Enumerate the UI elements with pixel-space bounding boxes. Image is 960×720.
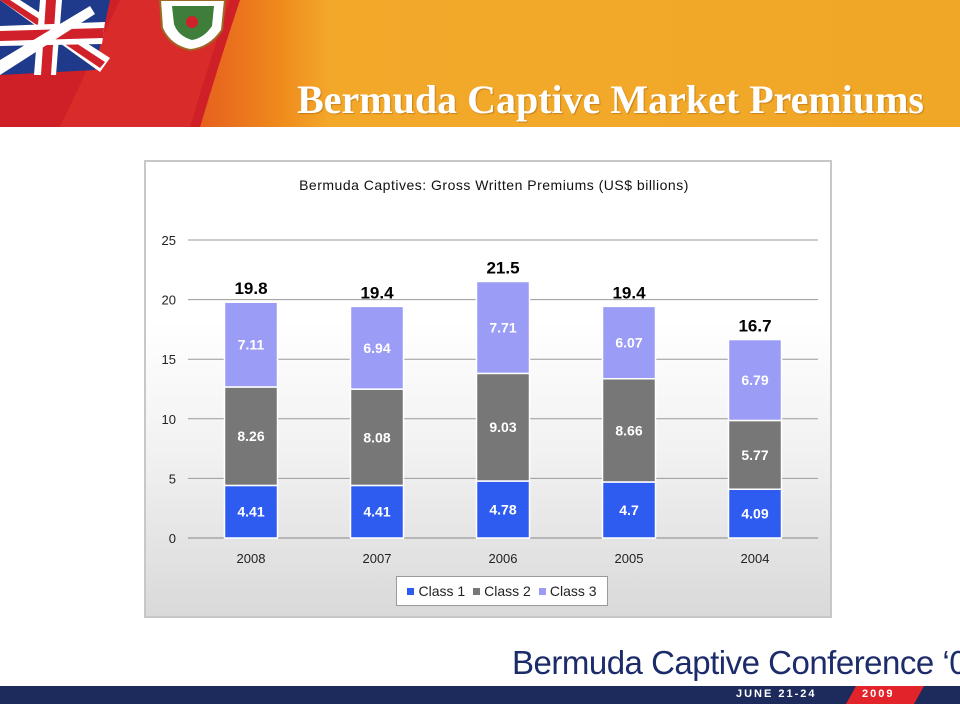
data-label: 6.79 <box>741 372 768 388</box>
data-label: 5.77 <box>741 447 768 463</box>
data-label: 4.78 <box>489 502 516 518</box>
legend-label: Class 3 <box>549 583 597 599</box>
x-tick-label: 2004 <box>741 551 770 566</box>
legend-item-class-3: Class 3 <box>538 583 597 599</box>
bar-segment <box>223 484 279 539</box>
data-label: 4.41 <box>363 504 390 520</box>
bar-segment <box>601 305 657 380</box>
y-axis-ticks: 0 5 10 15 20 25 <box>162 233 176 546</box>
total-label: 19.4 <box>360 283 394 302</box>
bar-segment <box>223 301 279 388</box>
chart-title: Bermuda Captives: Gross Written Premiums… <box>299 177 689 193</box>
footer-bar <box>0 686 960 704</box>
chart-legend: Class 1 Class 2 Class 3 <box>396 576 608 606</box>
y-tick-label: 0 <box>169 531 176 546</box>
x-tick-label: 2008 <box>237 551 266 566</box>
bar-segment <box>475 280 531 375</box>
total-label: 16.7 <box>738 317 771 336</box>
chart-frame: Bermuda Captives: Gross Written Premiums… <box>144 160 832 618</box>
bar-segment <box>727 488 783 539</box>
data-label: 4.41 <box>237 504 264 520</box>
bar-segment <box>223 386 279 487</box>
legend-item-class-2: Class 2 <box>473 583 531 599</box>
data-label: 4.09 <box>741 506 768 522</box>
legend-swatch <box>538 587 546 595</box>
bar-labels: 4.41 8.26 7.11 19.8 4.41 8.08 6.94 19.4 4.78 9.03… <box>234 258 771 521</box>
legend-item-class-1: Class 1 <box>407 583 465 599</box>
legend-label: Class 2 <box>484 583 531 599</box>
data-label: 8.08 <box>363 429 390 445</box>
data-label: 9.03 <box>489 419 516 435</box>
total-label: 19.8 <box>234 279 267 298</box>
total-label: 19.4 <box>612 283 646 302</box>
data-label: 8.66 <box>615 422 642 438</box>
bars <box>223 280 783 539</box>
stacked-bar-chart: Bermuda Captives: Gross Written Premiums… <box>162 177 818 566</box>
slide-title: Bermuda Captive Market Premiums <box>297 77 924 122</box>
x-tick-label: 2006 <box>489 551 518 566</box>
y-tick-label: 20 <box>162 293 176 308</box>
footer-year: 2009 <box>862 688 895 700</box>
total-label: 21.5 <box>486 258 519 277</box>
footer-date: JUNE 21-24 <box>736 688 817 700</box>
x-tick-label: 2005 <box>615 551 644 566</box>
bar-segment <box>349 388 405 487</box>
bar-segment <box>475 480 531 539</box>
y-tick-label: 5 <box>169 471 176 486</box>
x-tick-label: 2007 <box>363 551 392 566</box>
legend-swatch <box>407 587 415 595</box>
data-label: 8.26 <box>237 428 264 444</box>
data-label: 6.07 <box>615 335 642 351</box>
bar-segment <box>601 377 657 483</box>
legend-swatch <box>473 587 481 595</box>
bar-segment <box>727 338 783 422</box>
data-label: 6.94 <box>363 340 390 356</box>
y-tick-label: 10 <box>162 412 176 427</box>
x-axis-ticks: 2008 2007 2006 2005 2004 <box>237 551 770 566</box>
data-label: 7.11 <box>238 337 265 353</box>
bar-segment <box>727 419 783 490</box>
y-tick-label: 15 <box>162 352 176 367</box>
data-label: 7.71 <box>489 319 516 335</box>
header-banner: Bermuda Captive Market Premiums <box>0 0 960 127</box>
legend-label: Class 1 <box>418 583 466 599</box>
conference-logo: Bermuda Captive Conference ‘09 <box>512 644 960 681</box>
bar-segment <box>349 305 405 390</box>
footer-year-tab <box>846 686 924 704</box>
bar-segment <box>349 484 405 539</box>
y-tick-label: 25 <box>162 233 176 248</box>
data-label: 4.7 <box>619 502 639 518</box>
bar-segment <box>475 372 531 482</box>
bermuda-flag-image <box>0 0 240 127</box>
